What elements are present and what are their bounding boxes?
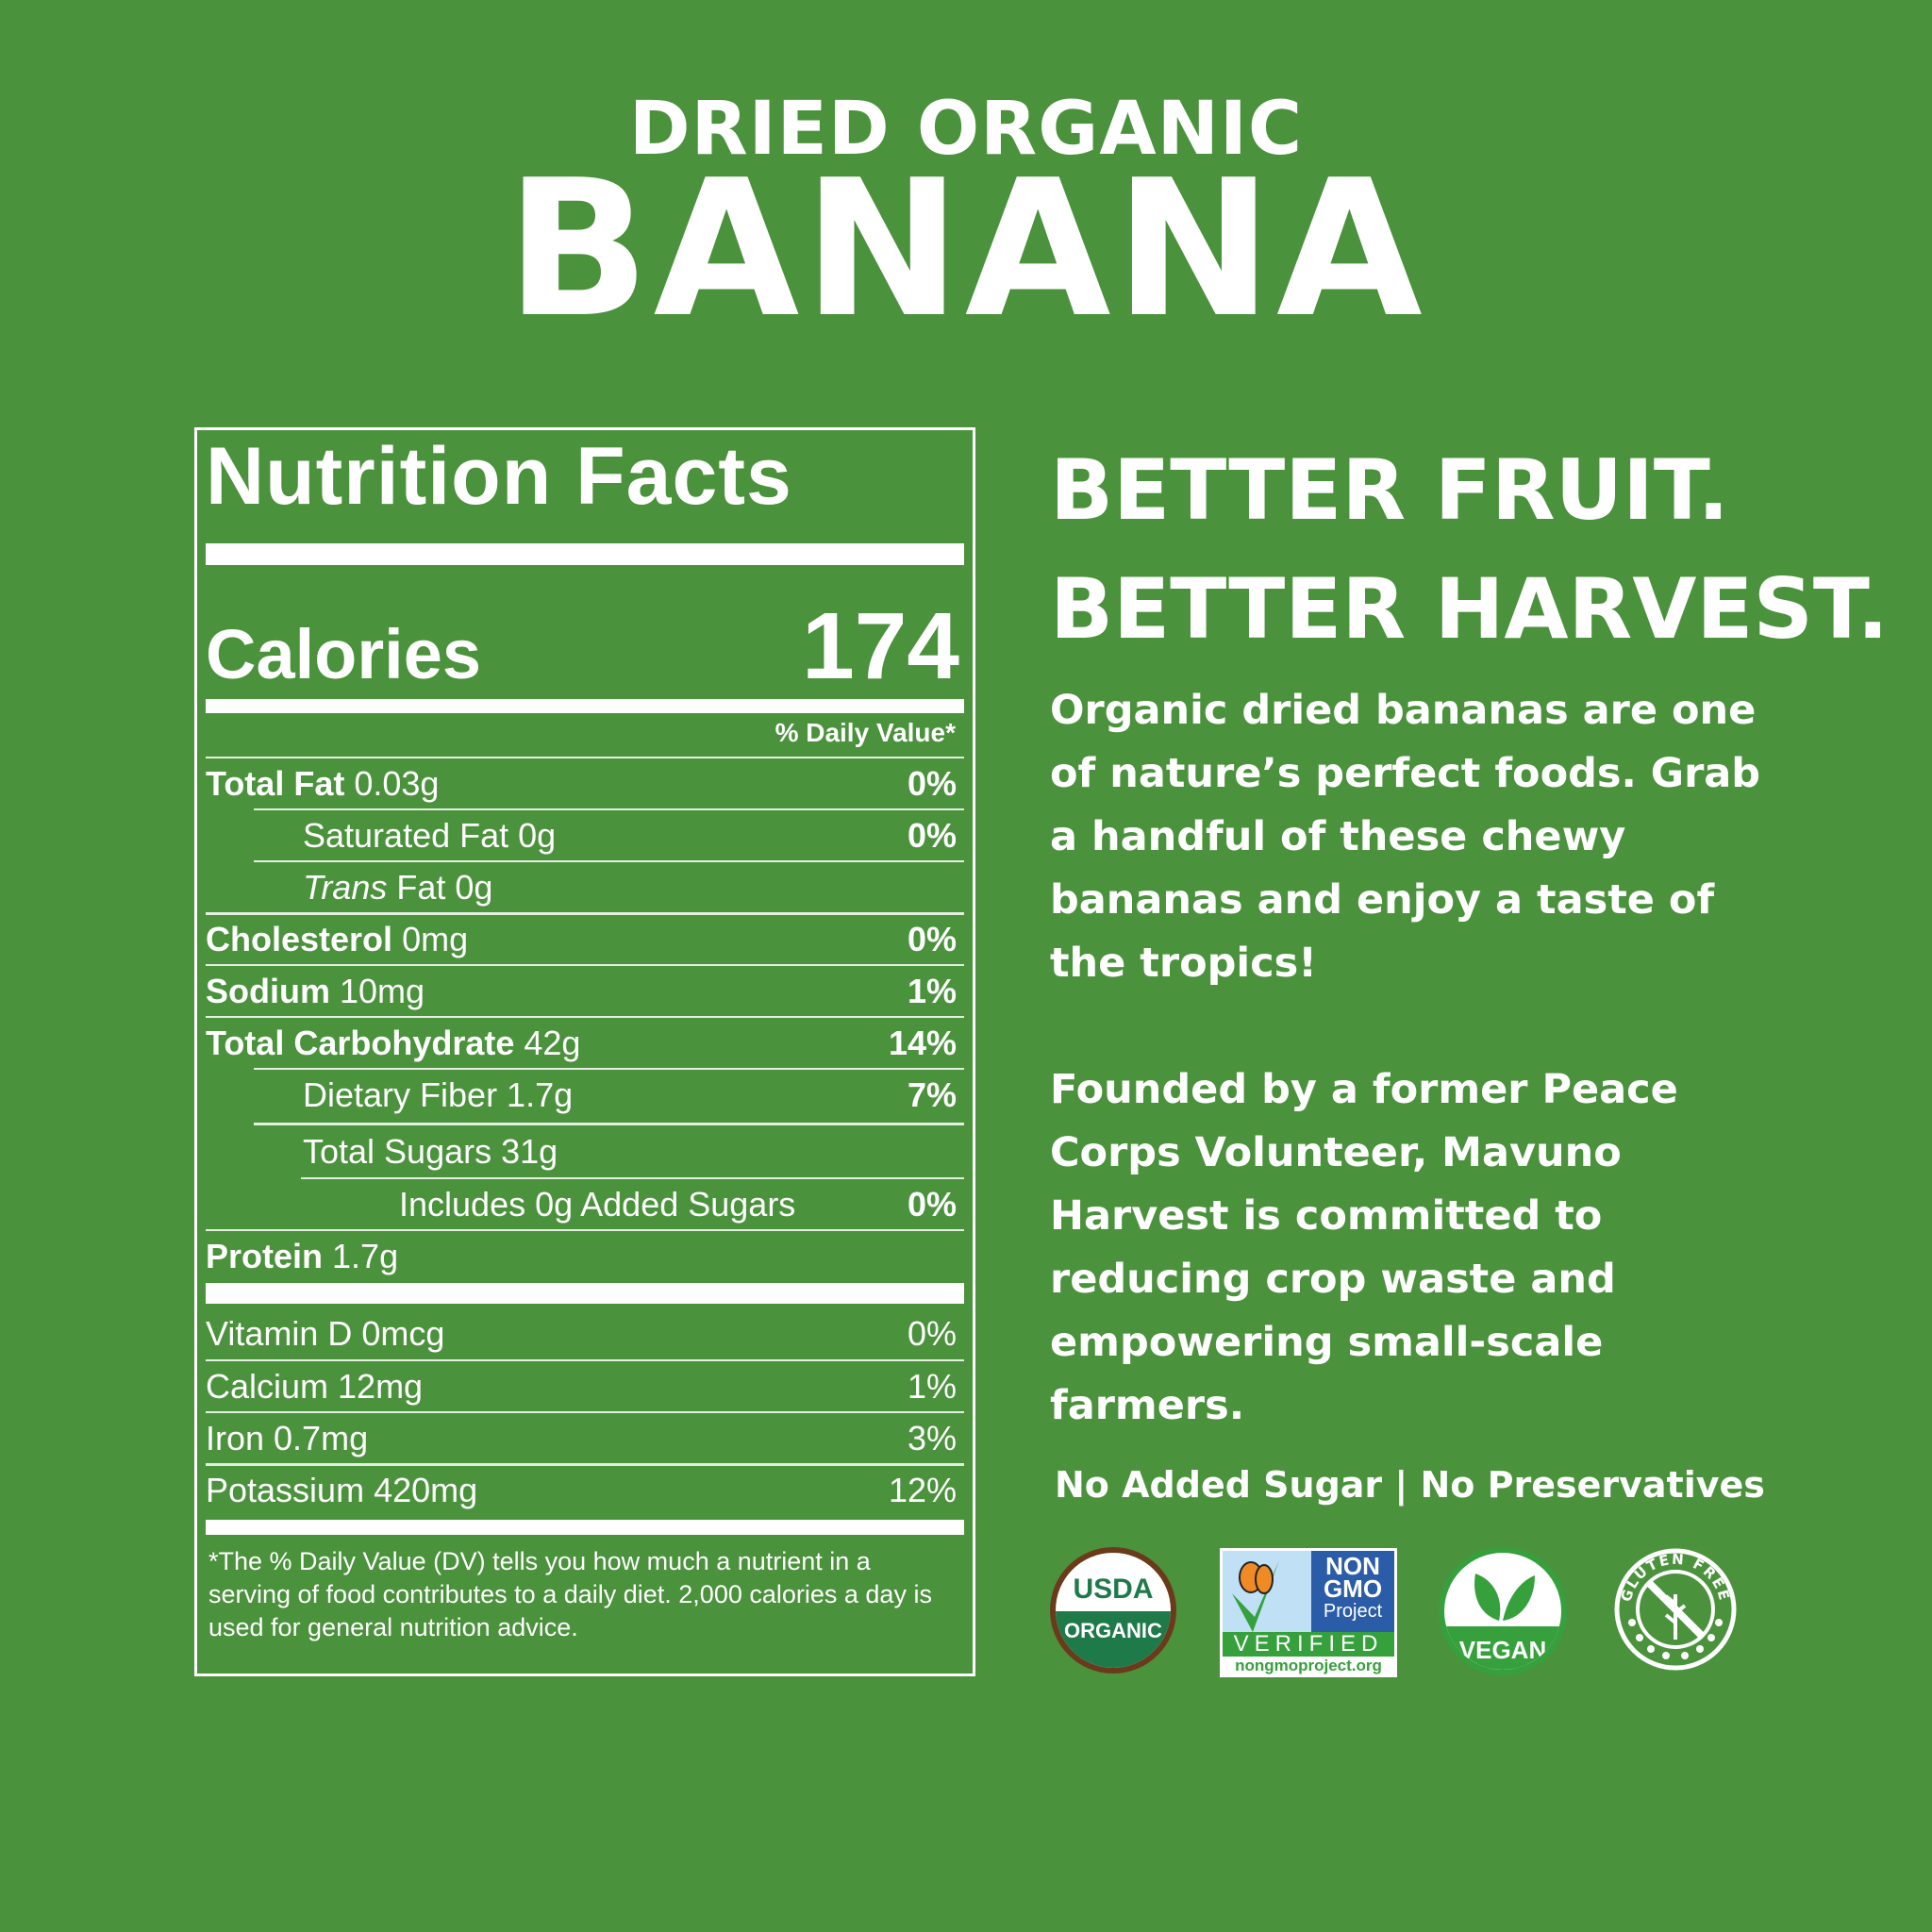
calories-value: 174	[802, 593, 959, 699]
vitamin-row-calcium: Calcium 12mg 1%	[206, 1359, 964, 1411]
nutrient-row-total-carbohydrate: Total Carbohydrate 42g 14%	[206, 1016, 964, 1068]
non-text: NON	[1325, 1552, 1380, 1580]
gmo-text: GMO	[1323, 1574, 1383, 1603]
nutrient-row-protein: Protein 1.7g	[206, 1229, 964, 1281]
gluten-free-icon: GLUTEN FREE	[1614, 1548, 1737, 1671]
daily-value-footnote: *The % Daily Value (DV) tells you how mu…	[208, 1547, 932, 1641]
product-subtitle: DRIED ORGANIC	[628, 87, 1304, 172]
divider	[206, 543, 964, 565]
product-title: BANANA	[506, 140, 1426, 359]
vitamin-row-potassium: Potassium 420mg 12%	[206, 1463, 964, 1515]
divider	[206, 699, 964, 713]
verified-text: VERIFIED	[1223, 1632, 1394, 1657]
divider	[206, 1520, 964, 1535]
description-paragraph: Organic dried bananas are one of nature’…	[1050, 687, 1761, 987]
nongmo-url: nongmoproject.org	[1235, 1657, 1382, 1674]
headline-better-fruit: BETTER FRUIT.	[1050, 441, 1729, 539]
usda-organic-badge: USDA ORGANIC	[1050, 1547, 1176, 1674]
nutrient-row-total-fat: Total Fat 0.03g 0%	[206, 757, 964, 808]
vitamin-row-iron: Iron 0.7mg 3%	[206, 1411, 964, 1463]
nutrient-row-total-sugars: Total Sugars 31g	[254, 1123, 964, 1177]
product-claims: No Added Sugar | No Preservatives	[1055, 1464, 1765, 1506]
nutrient-row-added-sugars: Includes 0g Added Sugars 0%	[301, 1177, 964, 1229]
nutrient-row-sodium: Sodium 10mg 1%	[206, 964, 964, 1016]
nutrition-facts-panel: Nutrition Facts Calories 174 % Daily Val…	[194, 427, 975, 1676]
usda-text: USDA	[1073, 1574, 1154, 1605]
divider	[206, 1283, 964, 1304]
nutrient-row-cholesterol: Cholesterol 0mg 0%	[206, 912, 964, 964]
company-paragraph: Founded by a former Peace Corps Voluntee…	[1050, 1066, 1678, 1429]
butterfly-checkmark-icon	[1223, 1551, 1311, 1632]
calories-label: Calories	[206, 615, 482, 693]
nutrition-facts-title: Nutrition Facts	[206, 431, 792, 522]
gluten-free-badge: GLUTEN FREE	[1613, 1547, 1738, 1672]
vegan-badge: VEGAN	[1439, 1547, 1567, 1675]
headline-better-harvest: BETTER HARVEST.	[1050, 560, 1889, 658]
leaves-icon	[1474, 1574, 1535, 1621]
nutrient-row-saturated-fat: Saturated Fat 0g 0%	[254, 808, 964, 860]
daily-value-header: % Daily Value*	[774, 718, 956, 747]
nutrient-row-dietary-fiber: Dietary Fiber 1.7g 7%	[254, 1068, 964, 1120]
nutrient-row-trans-fat: Trans Fat 0g	[254, 860, 964, 912]
vitamin-row-vitamin-d: Vitamin D 0mcg 0%	[206, 1313, 957, 1353]
project-text: Project	[1323, 1601, 1383, 1622]
non-gmo-badge: NON GMO Project VERIFIED nongmoproject.o…	[1220, 1548, 1397, 1677]
organic-text: ORGANIC	[1056, 1611, 1171, 1668]
vegan-text: VEGAN	[1444, 1626, 1561, 1670]
